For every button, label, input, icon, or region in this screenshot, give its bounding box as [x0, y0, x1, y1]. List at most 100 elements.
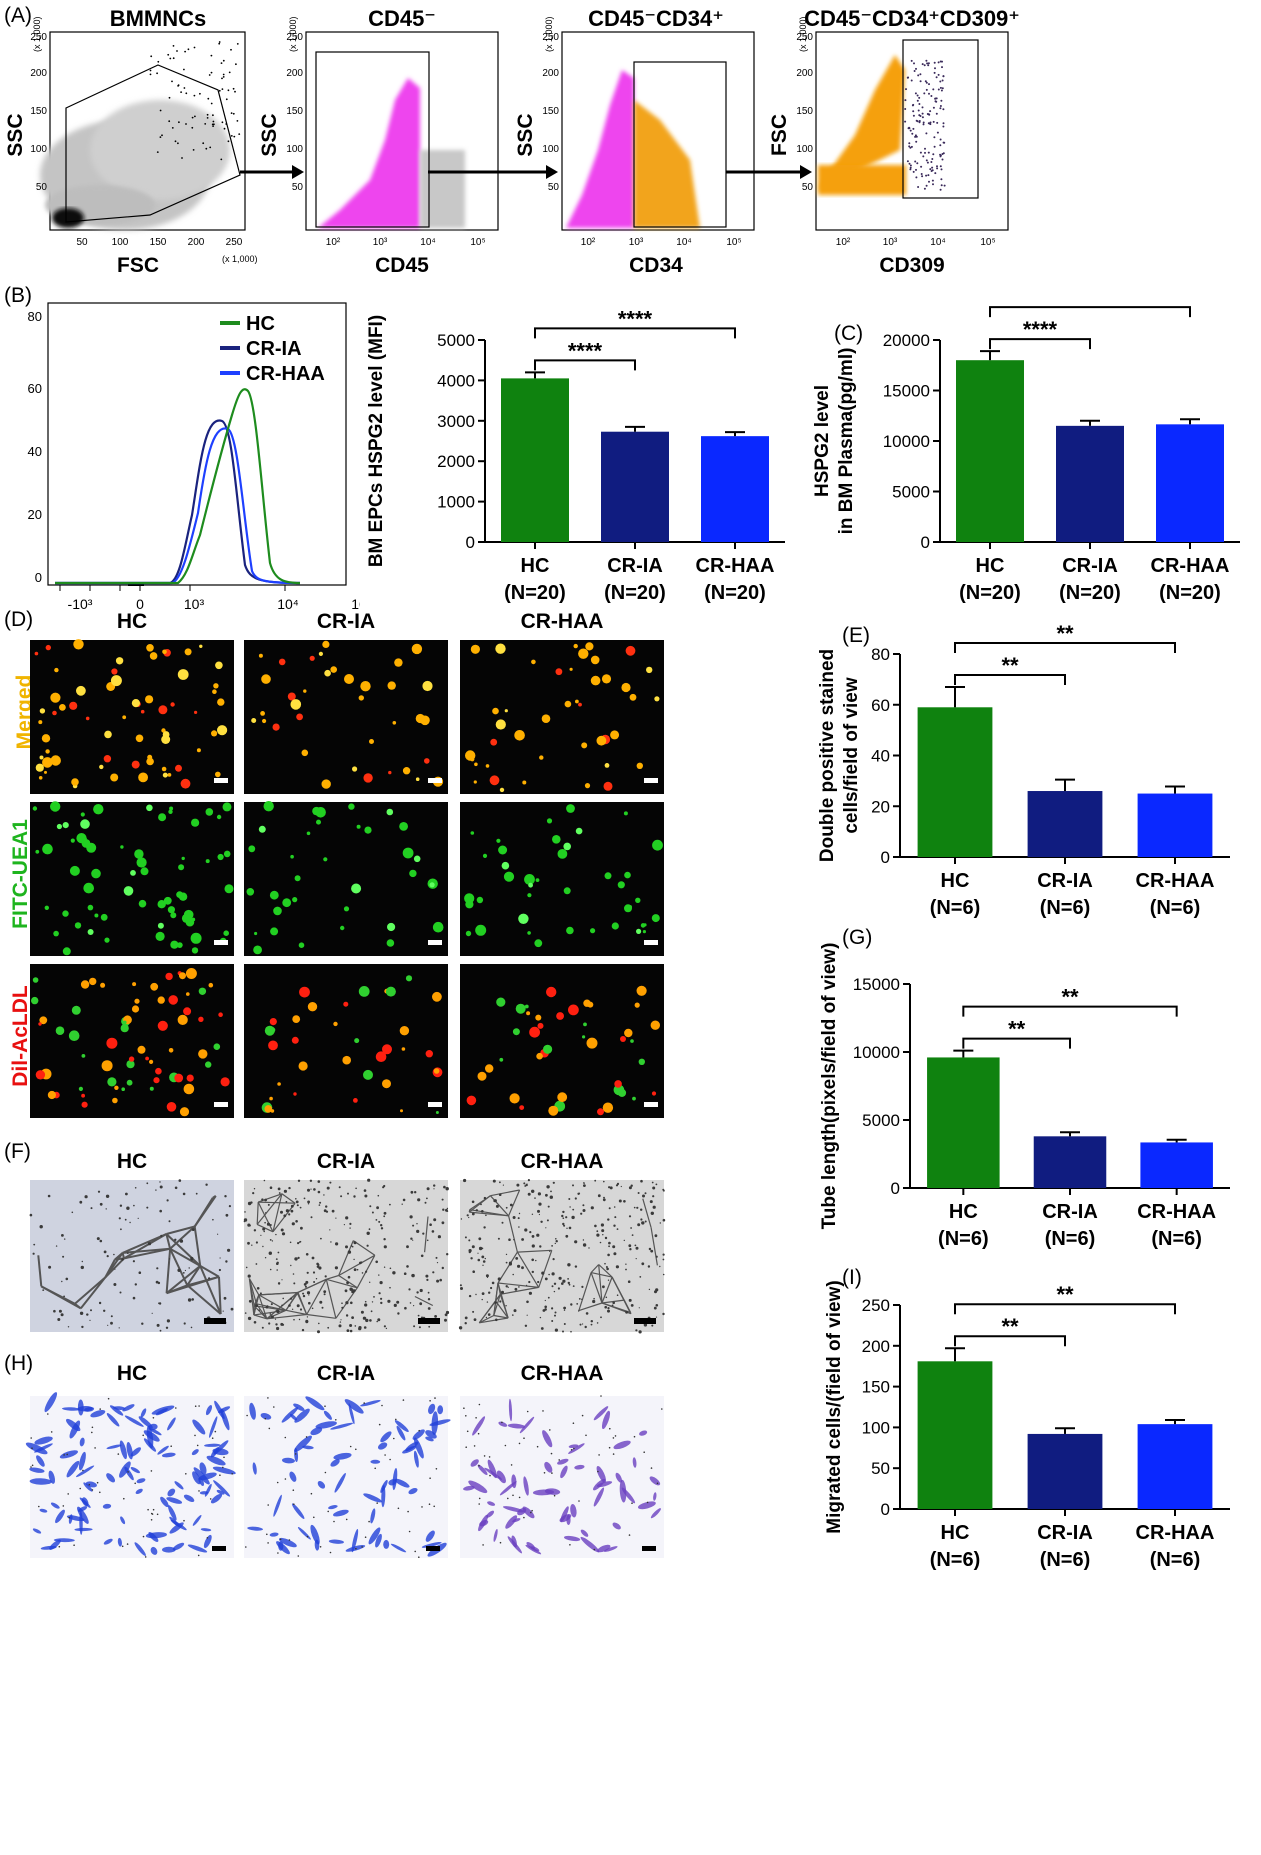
panel-label-b: (B): [4, 284, 32, 307]
flow-xlabel-2: CD45: [375, 254, 429, 277]
significance-bracket: [534, 327, 736, 339]
bar: [501, 378, 569, 542]
h-col-title-hc: HC: [116, 1362, 148, 1385]
bar: [1137, 1424, 1213, 1509]
scale-bar: [634, 1318, 656, 1324]
category-label: HC: [941, 870, 970, 892]
flow-title-2: CD45⁻: [368, 6, 436, 31]
y-tick-label: 10000: [883, 432, 930, 451]
svg-text:50: 50: [36, 182, 48, 193]
bar: [1137, 793, 1213, 857]
category-label: (N=6): [1045, 1228, 1096, 1250]
y-tick-label: 250: [862, 1296, 890, 1315]
f-col-title-hc: HC: [116, 1150, 148, 1173]
h-col-title-cr-haa: CR-HAA: [520, 1362, 604, 1385]
category-label: CR-IA: [1037, 1522, 1093, 1544]
scale-bar: [644, 940, 658, 945]
category-label: (N=6): [930, 1549, 981, 1571]
panel-h: HC CR-IA CR-HAA: [0, 1352, 800, 1572]
y-axis-label: BM EPCs HSPG2 level (MFI): [366, 315, 387, 567]
svg-text:50: 50: [292, 182, 304, 193]
svg-text:100: 100: [30, 144, 47, 155]
bar-chart-g: 0 5000 10000 15000 Tube length(pixels/field …: [819, 943, 1230, 1250]
flow-xticks-3: 10² 10³ 10⁴ 10⁵: [581, 237, 742, 248]
f-col-title-cr-ia: CR-IA: [316, 1150, 376, 1173]
bar: [1156, 424, 1224, 542]
bar: [1027, 1433, 1103, 1509]
svg-text:10⁵: 10⁵: [980, 237, 995, 248]
scale-bar: [214, 940, 228, 945]
svg-text:10³: 10³: [883, 237, 898, 248]
svg-text:250: 250: [796, 32, 813, 43]
category-label: (N=20): [504, 582, 566, 604]
significance-label: ****: [1023, 317, 1058, 342]
y-tick-label: 40: [871, 747, 890, 766]
y-tick-label: 80: [871, 645, 890, 664]
category-label: HC: [949, 1201, 978, 1223]
significance-bracket: [962, 1005, 1178, 1017]
category-label: (N=6): [1040, 897, 1091, 919]
svg-text:50: 50: [76, 237, 88, 248]
significance-bracket: [962, 1037, 1071, 1049]
panel-label-h: (H): [4, 1352, 34, 1375]
y-tick-label: 0: [921, 533, 930, 552]
y-axis-label: Tube length(pixels/field of view): [819, 943, 840, 1230]
svg-text:10⁴: 10⁴: [930, 237, 945, 248]
svg-text:100: 100: [286, 144, 303, 155]
category-label: (N=20): [604, 582, 666, 604]
category-label: CR-IA: [1062, 555, 1118, 577]
d-col-title-cr-haa: CR-HAA: [520, 610, 604, 633]
svg-text:10⁴: 10⁴: [676, 237, 691, 248]
y-tick-label: 50: [871, 1459, 890, 1478]
y-tick-label: 5000: [437, 331, 475, 350]
micrograph: [460, 640, 664, 794]
significance-label: ****: [1073, 300, 1108, 310]
y-tick-label: 5000: [892, 483, 930, 502]
flow-plot-cd34: CD45⁻CD34⁺ CD34 SSC (x 1,000) 10² 10³ 10…: [514, 6, 755, 277]
svg-text:200: 200: [542, 68, 559, 79]
y-tick-label: 10000: [853, 1043, 900, 1062]
category-label: CR-HAA: [1136, 870, 1215, 892]
legend-cr-ia: CR-IA: [246, 338, 302, 360]
svg-text:250: 250: [30, 32, 47, 43]
flow-ylabel-1: SSC: [4, 113, 27, 156]
category-label: CR-HAA: [1151, 555, 1230, 577]
bar: [1140, 1142, 1213, 1188]
svg-text:10³: 10³: [184, 596, 205, 612]
category-label: (N=6): [1150, 897, 1201, 919]
flow-yticks-2: 50 100 150 200 250: [286, 32, 303, 193]
panel-d: HC CR-IA CR-HAA Merged FITC-UEA1 Dil-AcL…: [0, 600, 800, 1120]
svg-text:0: 0: [35, 570, 42, 585]
y-tick-label: 0: [881, 848, 890, 867]
scale-bar: [428, 778, 442, 783]
flow-xticks-4: 10² 10³ 10⁴ 10⁵: [836, 237, 996, 248]
y-tick-label: 1000: [437, 493, 475, 512]
flow-title-4: CD45⁻CD34⁺CD309⁺: [804, 6, 1020, 31]
scale-bar: [644, 778, 658, 783]
histogram-panel: 0 20 40 60 80 -10³ 0 10³ 10⁴ 10⁵ HC CR-I…: [28, 302, 360, 612]
y-axis-label: Migrated cells/(field of view): [824, 1280, 845, 1533]
panel-label-a: (A): [4, 4, 32, 27]
histogram-yticks: 0 20 40 60 80: [28, 309, 42, 585]
significance-label: ****: [568, 338, 603, 363]
svg-text:150: 150: [286, 106, 303, 117]
svg-text:10²: 10²: [326, 237, 341, 248]
y-tick-label: 15000: [853, 975, 900, 994]
y-tick-label: 200: [862, 1337, 890, 1356]
legend-cr-haa: CR-HAA: [246, 363, 325, 385]
scale-bar: [642, 1546, 656, 1551]
bar: [956, 360, 1024, 542]
d-col-title-cr-ia: CR-IA: [316, 610, 376, 633]
svg-text:80: 80: [28, 309, 42, 324]
scale-bar: [428, 940, 442, 945]
flow-xticks-1: 50 100 150 200 250: [76, 237, 242, 248]
significance-label: **: [1056, 621, 1074, 646]
panel-label-c: (C): [834, 322, 864, 345]
scale-bar: [214, 778, 228, 783]
flow-xlabel-4: CD309: [879, 254, 944, 277]
scale-bar: [212, 1546, 226, 1551]
svg-text:20: 20: [28, 507, 42, 522]
y-axis-label: in BM Plasma(pg/ml): [836, 348, 857, 535]
flow-title-3: CD45⁻CD34⁺: [588, 6, 724, 31]
category-label: HC: [521, 555, 550, 577]
